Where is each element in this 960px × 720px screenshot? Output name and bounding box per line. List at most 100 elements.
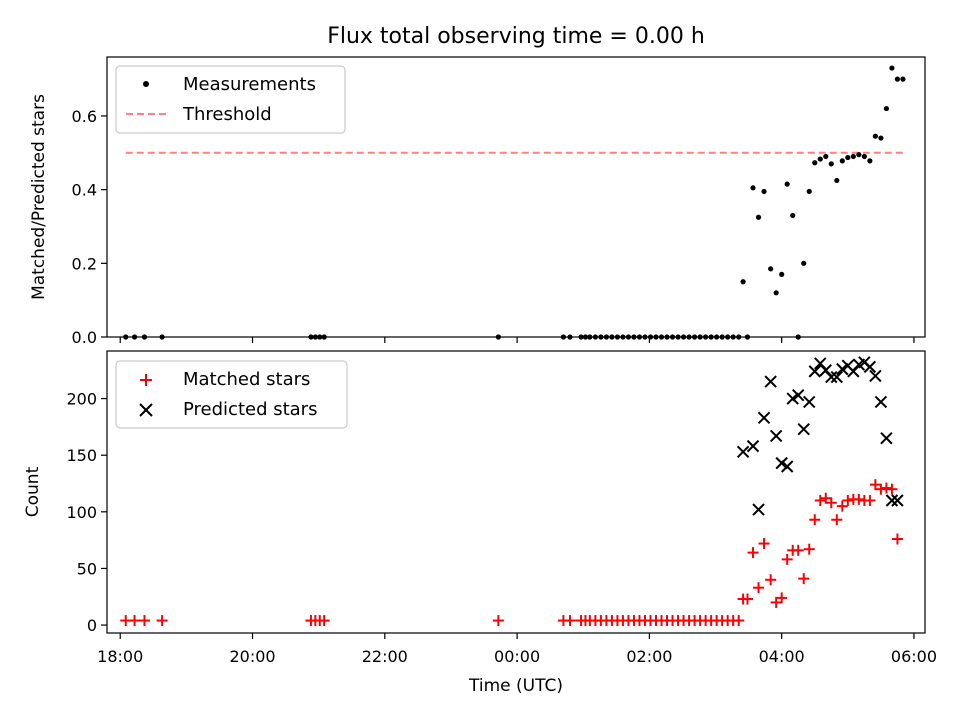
matched-point bbox=[831, 514, 843, 526]
measurement-point bbox=[834, 177, 840, 184]
x-tick-label: 02:00 bbox=[626, 647, 672, 666]
measurement-point bbox=[790, 212, 796, 219]
matched-point bbox=[798, 573, 810, 585]
bottom-plot-marks bbox=[120, 356, 904, 627]
predicted-point bbox=[880, 431, 893, 445]
measurement-point bbox=[894, 76, 901, 82]
measurement-point bbox=[856, 152, 862, 158]
matched-point bbox=[776, 592, 788, 604]
x-tick-label: 18:00 bbox=[97, 647, 143, 666]
measurement-point bbox=[823, 153, 829, 160]
legend-threshold-label: Threshold bbox=[182, 104, 272, 125]
x-tick-label: 22:00 bbox=[362, 647, 408, 666]
x-tick-label: 06:00 bbox=[891, 647, 937, 666]
matched-point bbox=[129, 615, 141, 627]
measurement-point bbox=[773, 290, 779, 296]
bottom-y-tick-label: 150 bbox=[66, 446, 97, 465]
predicted-point bbox=[752, 503, 765, 516]
predicted-point bbox=[808, 365, 821, 378]
predicted-point bbox=[764, 375, 777, 388]
top-y-tick-label: 0.6 bbox=[72, 107, 97, 126]
bottom-y-tick-label: 100 bbox=[66, 503, 97, 522]
matched-point bbox=[758, 538, 770, 550]
measurement-point bbox=[889, 65, 895, 71]
measurement-point bbox=[878, 135, 884, 141]
matched-point bbox=[753, 582, 765, 594]
measurement-point bbox=[750, 185, 756, 191]
measurement-point bbox=[768, 266, 774, 272]
measurement-point bbox=[867, 158, 873, 164]
x-axis-label: Time (UTC) bbox=[468, 676, 563, 696]
matched-point bbox=[820, 492, 832, 504]
bottom-plot-frame bbox=[106, 350, 926, 634]
measurement-point bbox=[828, 161, 834, 167]
matched-point bbox=[803, 543, 815, 555]
matched-point bbox=[318, 615, 330, 627]
matched-point bbox=[809, 514, 821, 526]
matched-point bbox=[564, 615, 576, 627]
matched-point bbox=[842, 494, 854, 506]
predicted-point bbox=[885, 494, 899, 507]
matched-point bbox=[853, 493, 865, 505]
measurement-point bbox=[812, 160, 818, 166]
measurement-point bbox=[900, 76, 906, 82]
measurement-point bbox=[801, 260, 807, 266]
legend-predicted-marker bbox=[139, 403, 153, 417]
measurement-point bbox=[850, 153, 856, 160]
legend-predicted-label: Predicted stars bbox=[183, 399, 317, 420]
predicted-point bbox=[891, 494, 904, 507]
predicted-point bbox=[757, 411, 771, 425]
bottom-panel: 0 50 100 150 200 18:00 20:00 22:00 00:00 02:00 04:… bbox=[23, 350, 937, 696]
matched-point bbox=[747, 547, 759, 559]
measurement-point bbox=[755, 214, 762, 220]
legend-measurements-marker bbox=[143, 81, 149, 87]
top-y-tick-label: 0.0 bbox=[72, 328, 97, 347]
matched-point bbox=[492, 615, 504, 627]
matched-point bbox=[770, 596, 782, 608]
predicted-point bbox=[830, 370, 844, 384]
matched-point bbox=[864, 494, 876, 506]
predicted-point bbox=[874, 395, 888, 409]
predicted-point bbox=[869, 369, 882, 383]
predicted-point bbox=[775, 456, 788, 470]
predicted-point bbox=[863, 360, 877, 374]
matched-point bbox=[825, 497, 837, 509]
matched-point bbox=[836, 500, 848, 512]
predicted-point bbox=[769, 429, 783, 443]
bottom-y-tick-label: 0 bbox=[87, 616, 97, 635]
matched-point bbox=[891, 533, 903, 545]
top-plot-frame bbox=[106, 56, 926, 338]
matched-point bbox=[814, 494, 826, 506]
predicted-point bbox=[797, 422, 810, 436]
top-panel: 0.0 0.2 0.4 0.6 Matched/Predicted stars Mea… bbox=[29, 56, 926, 347]
measurement-point bbox=[761, 188, 767, 195]
bottom-y-axis-label: Count bbox=[23, 466, 43, 517]
matched-point bbox=[886, 483, 898, 495]
x-tick-label: 04:00 bbox=[759, 647, 805, 666]
predicted-point bbox=[786, 392, 799, 405]
matched-point bbox=[765, 574, 777, 586]
legend-measurements-label: Measurements bbox=[183, 74, 316, 95]
matched-point bbox=[880, 482, 892, 494]
predicted-point bbox=[736, 445, 750, 459]
measurement-point bbox=[806, 188, 812, 195]
bottom-legend-box bbox=[115, 360, 348, 429]
measurement-point bbox=[861, 153, 867, 160]
legend-matched-label: Matched stars bbox=[183, 369, 310, 390]
chart-title: Flux total observing time = 0.00 h bbox=[327, 24, 705, 49]
matched-point bbox=[733, 615, 745, 627]
matched-point bbox=[156, 615, 168, 627]
top-y-tick-label: 0.2 bbox=[72, 254, 97, 273]
predicted-point bbox=[825, 370, 838, 384]
legend-matched-marker bbox=[140, 374, 152, 386]
matched-point bbox=[875, 483, 887, 495]
x-tick-label: 00:00 bbox=[494, 647, 540, 666]
top-y-tick-label: 0.4 bbox=[72, 181, 97, 200]
x-tick-label: 20:00 bbox=[229, 647, 275, 666]
measurement-point bbox=[784, 181, 790, 187]
matched-point bbox=[792, 544, 804, 556]
matched-point bbox=[869, 479, 881, 491]
measurement-point bbox=[839, 158, 845, 164]
bottom-axes: 0 50 100 150 200 18:00 20:00 22:00 00:00 02:00 04:… bbox=[66, 390, 937, 666]
